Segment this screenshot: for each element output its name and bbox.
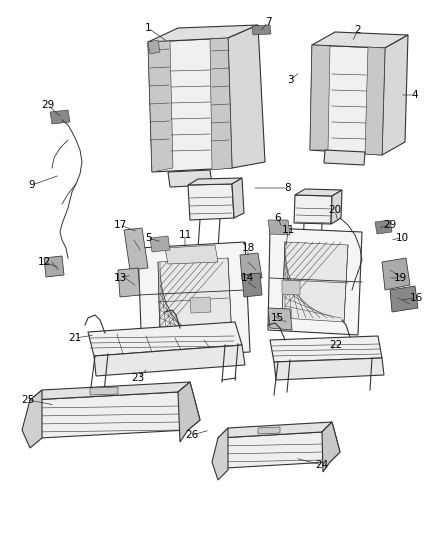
Polygon shape — [30, 382, 190, 400]
Polygon shape — [242, 273, 262, 297]
Text: 23: 23 — [131, 373, 145, 383]
Polygon shape — [252, 25, 271, 35]
Polygon shape — [188, 178, 242, 185]
Text: 11: 11 — [178, 230, 192, 240]
Polygon shape — [30, 392, 188, 438]
Text: 9: 9 — [28, 180, 35, 190]
Text: 7: 7 — [265, 17, 271, 27]
Text: 25: 25 — [21, 395, 35, 405]
Text: 29: 29 — [383, 220, 397, 230]
Polygon shape — [270, 336, 382, 362]
Polygon shape — [322, 422, 340, 462]
Polygon shape — [124, 228, 148, 270]
Text: 12: 12 — [37, 257, 51, 267]
Polygon shape — [310, 45, 385, 155]
Polygon shape — [274, 358, 384, 380]
Polygon shape — [168, 170, 212, 187]
Text: 2: 2 — [355, 25, 361, 35]
Polygon shape — [165, 245, 218, 264]
Polygon shape — [268, 228, 362, 335]
Polygon shape — [90, 387, 118, 395]
Text: 8: 8 — [285, 183, 291, 193]
Text: 19: 19 — [393, 273, 406, 283]
Text: 24: 24 — [315, 460, 328, 470]
Polygon shape — [196, 247, 222, 257]
Polygon shape — [294, 195, 332, 224]
Text: 4: 4 — [412, 90, 418, 100]
Text: 10: 10 — [396, 233, 409, 243]
Polygon shape — [178, 382, 200, 442]
Polygon shape — [88, 322, 242, 356]
Polygon shape — [301, 247, 324, 257]
Polygon shape — [382, 35, 408, 155]
Polygon shape — [218, 432, 330, 468]
Polygon shape — [375, 220, 392, 234]
Polygon shape — [218, 422, 332, 438]
Text: 1: 1 — [145, 23, 151, 33]
Text: 6: 6 — [275, 213, 281, 223]
Text: 26: 26 — [185, 430, 198, 440]
Text: 18: 18 — [241, 243, 254, 253]
Polygon shape — [258, 427, 280, 434]
Polygon shape — [282, 280, 300, 295]
Text: 3: 3 — [287, 75, 293, 85]
Polygon shape — [228, 25, 265, 168]
Polygon shape — [390, 286, 418, 312]
Polygon shape — [312, 32, 408, 48]
Polygon shape — [94, 345, 245, 376]
Text: 21: 21 — [68, 333, 81, 343]
Polygon shape — [188, 184, 234, 220]
Text: 20: 20 — [328, 205, 342, 215]
Text: 11: 11 — [281, 225, 295, 235]
Text: 17: 17 — [113, 220, 127, 230]
Polygon shape — [148, 38, 232, 172]
Text: 15: 15 — [270, 313, 284, 323]
Polygon shape — [50, 110, 70, 124]
Text: 13: 13 — [113, 273, 127, 283]
Text: 16: 16 — [410, 293, 423, 303]
Text: 14: 14 — [240, 273, 254, 283]
Polygon shape — [268, 220, 290, 235]
Polygon shape — [158, 258, 232, 345]
Polygon shape — [138, 242, 250, 358]
Polygon shape — [282, 242, 348, 322]
Text: 5: 5 — [145, 233, 151, 243]
Polygon shape — [310, 45, 330, 150]
Text: 22: 22 — [329, 340, 343, 350]
Polygon shape — [322, 422, 340, 472]
Polygon shape — [190, 297, 211, 313]
Polygon shape — [210, 38, 232, 170]
Polygon shape — [268, 308, 292, 330]
Polygon shape — [148, 25, 258, 42]
Polygon shape — [178, 382, 200, 430]
Polygon shape — [148, 41, 173, 172]
Polygon shape — [365, 47, 385, 155]
Polygon shape — [240, 253, 262, 280]
Polygon shape — [150, 236, 170, 252]
Polygon shape — [382, 258, 410, 290]
Polygon shape — [324, 150, 365, 165]
Polygon shape — [232, 178, 244, 218]
Polygon shape — [22, 390, 42, 448]
Polygon shape — [331, 190, 342, 224]
Text: 29: 29 — [41, 100, 55, 110]
Polygon shape — [118, 268, 140, 297]
Polygon shape — [44, 256, 64, 277]
Polygon shape — [148, 40, 160, 54]
Polygon shape — [295, 189, 342, 196]
Polygon shape — [212, 428, 228, 480]
